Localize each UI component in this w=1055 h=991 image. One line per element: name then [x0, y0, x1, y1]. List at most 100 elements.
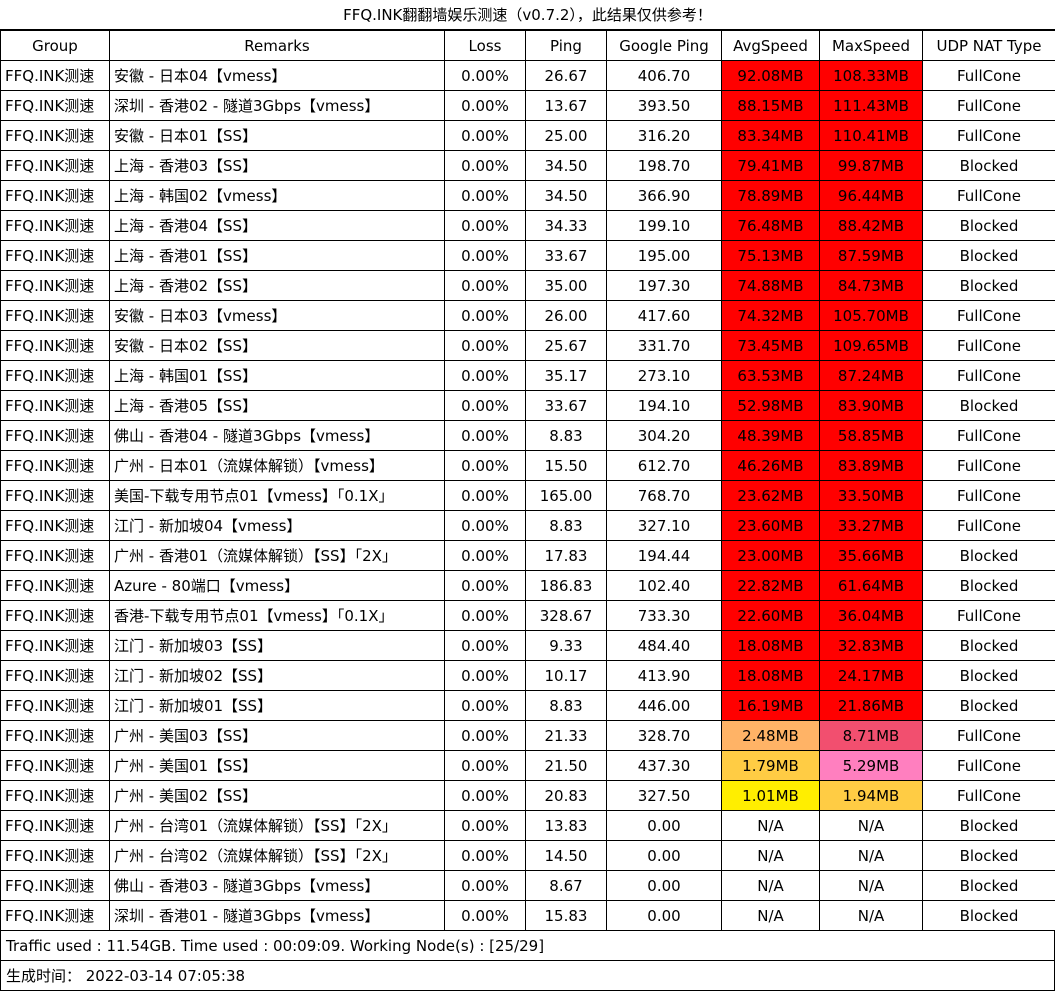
- cell-remarks: 香港-下载专用节点01【vmess】「0.1X」: [110, 601, 445, 631]
- cell-udp-nat-type: Blocked: [923, 841, 1055, 871]
- cell-remarks: 广州 - 日本01（流媒体解锁）【vmess】: [110, 451, 445, 481]
- cell-max-speed: 5.29MB: [820, 751, 923, 781]
- cell-udp-nat-type: Blocked: [923, 661, 1055, 691]
- cell-max-speed: 83.89MB: [820, 451, 923, 481]
- cell-remarks: 安徽 - 日本01【SS】: [110, 121, 445, 151]
- cell-avg-speed: 79.41MB: [722, 151, 820, 181]
- cell-group: FFQ.INK测速: [1, 811, 110, 841]
- cell-ping: 26.00: [526, 301, 607, 331]
- cell-ping: 33.67: [526, 241, 607, 271]
- cell-max-speed: 58.85MB: [820, 421, 923, 451]
- cell-udp-nat-type: Blocked: [923, 901, 1055, 931]
- cell-avg-speed: N/A: [722, 811, 820, 841]
- cell-max-speed: 88.42MB: [820, 211, 923, 241]
- cell-google-ping: 446.00: [607, 691, 722, 721]
- cell-max-speed: 87.59MB: [820, 241, 923, 271]
- cell-google-ping: 328.70: [607, 721, 722, 751]
- cell-ping: 34.33: [526, 211, 607, 241]
- cell-udp-nat-type: FullCone: [923, 181, 1055, 211]
- table-row: FFQ.INK测速佛山 - 香港04 - 隧道3Gbps【vmess】0.00%…: [1, 421, 1055, 451]
- cell-ping: 25.00: [526, 121, 607, 151]
- cell-group: FFQ.INK测速: [1, 511, 110, 541]
- cell-ping: 21.33: [526, 721, 607, 751]
- cell-loss: 0.00%: [445, 121, 526, 151]
- cell-group: FFQ.INK测速: [1, 541, 110, 571]
- cell-remarks: 上海 - 香港01【SS】: [110, 241, 445, 271]
- cell-google-ping: 316.20: [607, 121, 722, 151]
- cell-ping: 186.83: [526, 571, 607, 601]
- cell-ping: 26.67: [526, 61, 607, 91]
- cell-group: FFQ.INK测速: [1, 571, 110, 601]
- cell-loss: 0.00%: [445, 211, 526, 241]
- table-row: FFQ.INK测速佛山 - 香港03 - 隧道3Gbps【vmess】0.00%…: [1, 871, 1055, 901]
- cell-google-ping: 0.00: [607, 841, 722, 871]
- cell-remarks: 广州 - 台湾02（流媒体解锁）【SS】「2X」: [110, 841, 445, 871]
- cell-ping: 34.50: [526, 181, 607, 211]
- cell-group: FFQ.INK测速: [1, 391, 110, 421]
- cell-group: FFQ.INK测速: [1, 151, 110, 181]
- cell-ping: 20.83: [526, 781, 607, 811]
- cell-ping: 8.83: [526, 511, 607, 541]
- cell-google-ping: 304.20: [607, 421, 722, 451]
- cell-avg-speed: 48.39MB: [722, 421, 820, 451]
- cell-remarks: 上海 - 香港02【SS】: [110, 271, 445, 301]
- cell-max-speed: N/A: [820, 871, 923, 901]
- cell-ping: 13.83: [526, 811, 607, 841]
- cell-loss: 0.00%: [445, 361, 526, 391]
- cell-ping: 34.50: [526, 151, 607, 181]
- table-row: FFQ.INK测速广州 - 台湾01（流媒体解锁）【SS】「2X」0.00%13…: [1, 811, 1055, 841]
- cell-group: FFQ.INK测速: [1, 481, 110, 511]
- cell-remarks: 深圳 - 香港01 - 隧道3Gbps【vmess】: [110, 901, 445, 931]
- table-row: FFQ.INK测速广州 - 日本01（流媒体解锁）【vmess】0.00%15.…: [1, 451, 1055, 481]
- table-row: FFQ.INK测速广州 - 香港01（流媒体解锁）【SS】「2X」0.00%17…: [1, 541, 1055, 571]
- cell-udp-nat-type: FullCone: [923, 601, 1055, 631]
- cell-udp-nat-type: FullCone: [923, 61, 1055, 91]
- table-row: FFQ.INK测速深圳 - 香港02 - 隧道3Gbps【vmess】0.00%…: [1, 91, 1055, 121]
- header-google-ping: Google Ping: [607, 31, 722, 61]
- cell-udp-nat-type: Blocked: [923, 151, 1055, 181]
- cell-avg-speed: 1.79MB: [722, 751, 820, 781]
- cell-google-ping: 327.50: [607, 781, 722, 811]
- cell-group: FFQ.INK测速: [1, 331, 110, 361]
- cell-group: FFQ.INK测速: [1, 841, 110, 871]
- cell-avg-speed: N/A: [722, 871, 820, 901]
- cell-avg-speed: 92.08MB: [722, 61, 820, 91]
- cell-udp-nat-type: Blocked: [923, 811, 1055, 841]
- cell-google-ping: 733.30: [607, 601, 722, 631]
- cell-group: FFQ.INK测速: [1, 91, 110, 121]
- cell-google-ping: 273.10: [607, 361, 722, 391]
- cell-remarks: 广州 - 美国03【SS】: [110, 721, 445, 751]
- cell-remarks: 江门 - 新加坡04【vmess】: [110, 511, 445, 541]
- cell-udp-nat-type: FullCone: [923, 451, 1055, 481]
- cell-ping: 21.50: [526, 751, 607, 781]
- cell-group: FFQ.INK测速: [1, 61, 110, 91]
- cell-google-ping: 199.10: [607, 211, 722, 241]
- cell-remarks: 安徽 - 日本03【vmess】: [110, 301, 445, 331]
- cell-udp-nat-type: Blocked: [923, 571, 1055, 601]
- cell-udp-nat-type: FullCone: [923, 481, 1055, 511]
- cell-max-speed: 35.66MB: [820, 541, 923, 571]
- cell-udp-nat-type: FullCone: [923, 301, 1055, 331]
- cell-group: FFQ.INK测速: [1, 751, 110, 781]
- cell-remarks: 深圳 - 香港02 - 隧道3Gbps【vmess】: [110, 91, 445, 121]
- cell-group: FFQ.INK测速: [1, 871, 110, 901]
- cell-group: FFQ.INK测速: [1, 421, 110, 451]
- cell-max-speed: 61.64MB: [820, 571, 923, 601]
- cell-udp-nat-type: FullCone: [923, 421, 1055, 451]
- traffic-summary: Traffic used : 11.54GB. Time used : 00:0…: [0, 931, 1055, 961]
- cell-loss: 0.00%: [445, 151, 526, 181]
- cell-avg-speed: 78.89MB: [722, 181, 820, 211]
- results-table: Group Remarks Loss Ping Google Ping AvgS…: [0, 30, 1055, 931]
- cell-max-speed: 105.70MB: [820, 301, 923, 331]
